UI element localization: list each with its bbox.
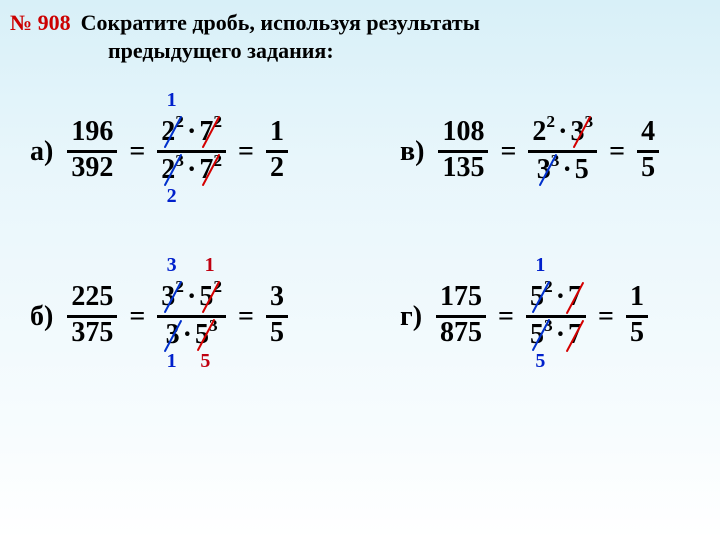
problem-text-line2: предыдущего задания: <box>108 38 710 64</box>
problem-a: а) 196 392 = 22·7223·7212 = 1 2 <box>30 115 292 188</box>
equals-icon: = <box>238 136 254 168</box>
cancel-annotation: 1 <box>205 254 215 277</box>
factor-term: 22 <box>532 115 555 148</box>
frac-a-mid: 22·7223·7212 <box>157 115 226 188</box>
frac-v-1-den: 135 <box>438 153 488 186</box>
factor-term: 22 <box>161 115 184 148</box>
factor-term: 33 <box>570 115 593 148</box>
factor-term: 23 <box>161 153 184 186</box>
frac-g-1-den: 875 <box>436 318 486 351</box>
frac-g-1: 175 875 <box>436 282 486 351</box>
factor-term: 7 <box>568 320 582 351</box>
frac-v-1-num: 108 <box>438 117 488 153</box>
factor-term: 32 <box>161 280 184 313</box>
frac-b-res-den: 5 <box>266 318 288 351</box>
equals-icon: = <box>129 136 145 168</box>
problem-text-line1: Сократите дробь, используя результаты <box>81 10 480 35</box>
frac-b-res-num: 3 <box>266 282 288 318</box>
frac-v-res-num: 4 <box>637 117 659 153</box>
factor-term: 52 <box>199 280 222 313</box>
factor-term: 72 <box>199 115 222 148</box>
cancel-annotation: 5 <box>535 350 545 373</box>
frac-g-1-num: 175 <box>436 282 486 318</box>
factor-term: 33 <box>537 153 560 186</box>
header: № 908 Сократите дробь, используя результ… <box>10 10 710 64</box>
factor-term: 5 <box>575 155 589 186</box>
factor-term: 7 <box>568 282 582 313</box>
frac-a-res-den: 2 <box>266 153 288 186</box>
frac-b-result: 3 5 <box>266 282 288 351</box>
problem-b: б) 225 375 = 32·523·533115 = 3 5 <box>30 280 292 353</box>
frac-a-1-num: 196 <box>67 117 117 153</box>
label-a: а) <box>30 136 53 168</box>
cancel-annotation: 1 <box>167 350 177 373</box>
factor-term: 52 <box>530 280 553 313</box>
cancel-annotation: 1 <box>535 254 545 277</box>
cancel-annotation: 5 <box>200 350 210 373</box>
frac-v-mid: 22·3333·5 <box>528 115 597 188</box>
equals-icon: = <box>500 136 516 168</box>
problem-number: № 908 <box>10 10 71 35</box>
frac-g-res-den: 5 <box>626 318 648 351</box>
equals-icon: = <box>238 301 254 333</box>
equals-icon: = <box>598 301 614 333</box>
frac-v-res-den: 5 <box>637 153 659 186</box>
equals-icon: = <box>129 301 145 333</box>
factor-term: 72 <box>199 153 222 186</box>
label-v: в) <box>400 136 424 168</box>
frac-v-1: 108 135 <box>438 117 488 186</box>
cancel-annotation: 1 <box>167 89 177 112</box>
factor-term: 3 <box>166 320 180 351</box>
frac-g-result: 1 5 <box>626 282 648 351</box>
equals-icon: = <box>609 136 625 168</box>
frac-b-1: 225 375 <box>67 282 117 351</box>
frac-g-mid: 52·753·715 <box>526 280 586 353</box>
label-b: б) <box>30 301 53 333</box>
frac-a-1-den: 392 <box>67 153 117 186</box>
factor-term: 53 <box>195 318 218 351</box>
frac-a-1: 196 392 <box>67 117 117 186</box>
frac-v-result: 4 5 <box>637 117 659 186</box>
frac-a-result: 1 2 <box>266 117 288 186</box>
equals-icon: = <box>498 301 514 333</box>
factor-term: 53 <box>530 318 553 351</box>
label-g: г) <box>400 301 422 333</box>
frac-b-mid: 32·523·533115 <box>157 280 226 353</box>
frac-b-1-num: 225 <box>67 282 117 318</box>
problem-v: в) 108 135 = 22·3333·5 = 4 5 <box>400 115 663 188</box>
cancel-annotation: 2 <box>167 185 177 208</box>
frac-a-res-num: 1 <box>266 117 288 153</box>
cancel-annotation: 3 <box>167 254 177 277</box>
frac-b-1-den: 375 <box>67 318 117 351</box>
problem-g: г) 175 875 = 52·753·715 = 1 5 <box>400 280 652 353</box>
frac-g-res-num: 1 <box>626 282 648 318</box>
